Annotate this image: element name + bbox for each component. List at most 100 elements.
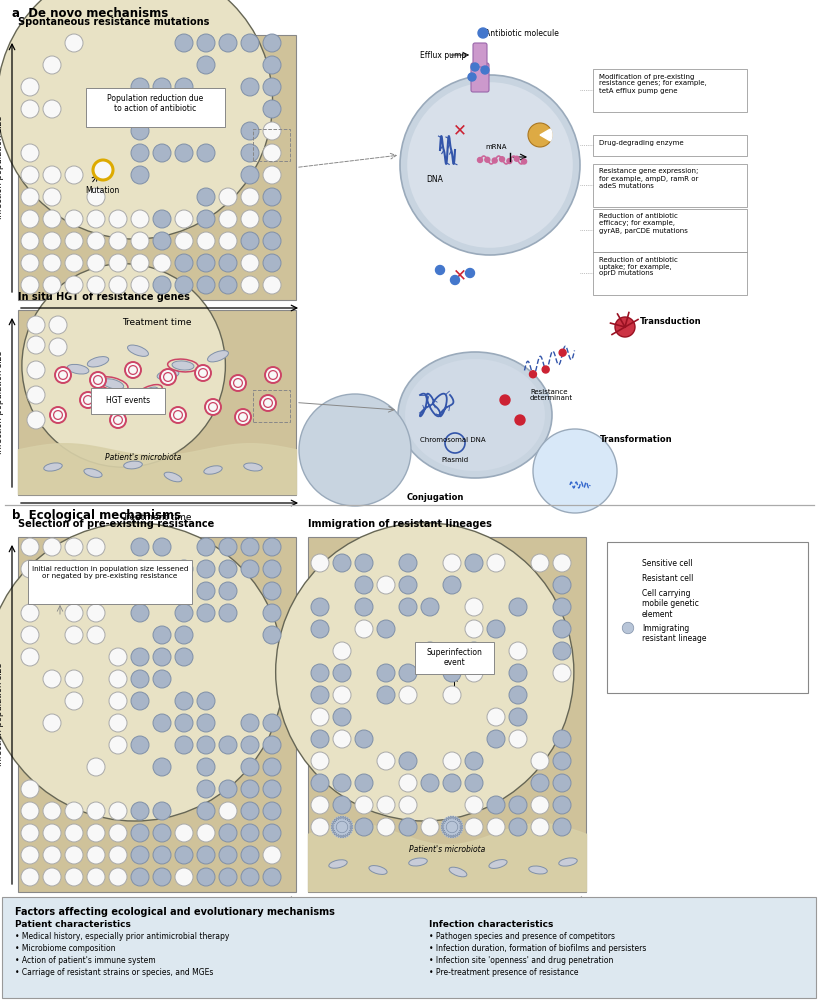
Circle shape	[175, 868, 193, 886]
Text: Patient's microbiota: Patient's microbiota	[409, 846, 485, 854]
Circle shape	[241, 166, 259, 184]
Circle shape	[450, 275, 459, 284]
Circle shape	[131, 122, 149, 140]
Circle shape	[110, 412, 126, 428]
Circle shape	[553, 642, 571, 660]
Circle shape	[622, 622, 634, 634]
Circle shape	[55, 367, 71, 383]
Circle shape	[153, 626, 171, 644]
Circle shape	[109, 802, 127, 820]
Circle shape	[87, 846, 105, 864]
Circle shape	[160, 369, 176, 385]
Circle shape	[263, 846, 281, 864]
Circle shape	[509, 686, 527, 704]
Circle shape	[465, 664, 483, 682]
Text: Efflux pump: Efflux pump	[420, 50, 466, 60]
Circle shape	[311, 730, 329, 748]
Circle shape	[311, 664, 329, 682]
FancyBboxPatch shape	[593, 134, 747, 155]
Circle shape	[49, 316, 67, 334]
Circle shape	[175, 846, 193, 864]
Text: Spontaneous resistance mutations: Spontaneous resistance mutations	[18, 17, 210, 27]
Circle shape	[43, 166, 61, 184]
Circle shape	[487, 708, 505, 726]
Ellipse shape	[164, 472, 182, 482]
FancyBboxPatch shape	[607, 542, 808, 693]
Circle shape	[620, 555, 636, 571]
FancyBboxPatch shape	[593, 209, 747, 251]
Circle shape	[197, 276, 215, 294]
Circle shape	[197, 802, 215, 820]
Circle shape	[43, 868, 61, 886]
Circle shape	[333, 642, 351, 660]
Circle shape	[465, 554, 483, 572]
Circle shape	[65, 538, 83, 556]
Circle shape	[531, 774, 549, 792]
Text: Immigrating
resistant lineage: Immigrating resistant lineage	[642, 624, 707, 643]
Circle shape	[509, 796, 527, 814]
Circle shape	[337, 821, 348, 833]
Circle shape	[263, 824, 281, 842]
Circle shape	[481, 66, 489, 74]
Circle shape	[421, 598, 439, 616]
Text: ✕: ✕	[453, 266, 467, 284]
Circle shape	[65, 670, 83, 688]
Circle shape	[241, 538, 259, 556]
Circle shape	[478, 28, 488, 38]
Circle shape	[615, 317, 635, 337]
Text: ✕: ✕	[453, 121, 467, 139]
Circle shape	[241, 560, 259, 578]
Circle shape	[109, 824, 127, 842]
Circle shape	[241, 254, 259, 272]
Circle shape	[219, 210, 237, 228]
Circle shape	[43, 802, 61, 820]
Text: Selection of pre-existing resistance: Selection of pre-existing resistance	[18, 519, 215, 529]
Ellipse shape	[128, 345, 148, 356]
Circle shape	[175, 210, 193, 228]
Circle shape	[219, 846, 237, 864]
Circle shape	[509, 818, 527, 836]
Circle shape	[531, 752, 549, 770]
Circle shape	[197, 144, 215, 162]
Circle shape	[263, 34, 281, 52]
Ellipse shape	[529, 866, 547, 874]
Circle shape	[87, 868, 105, 886]
Circle shape	[446, 821, 458, 833]
Circle shape	[219, 276, 237, 294]
Text: Patient's microbiota: Patient's microbiota	[105, 452, 181, 462]
Circle shape	[509, 598, 527, 616]
Circle shape	[153, 714, 171, 732]
Circle shape	[131, 232, 149, 250]
Circle shape	[27, 316, 45, 334]
Ellipse shape	[102, 379, 124, 389]
Text: • Microbiome composition: • Microbiome composition	[15, 944, 115, 953]
Circle shape	[109, 100, 127, 118]
Circle shape	[421, 818, 439, 836]
Circle shape	[333, 686, 351, 704]
Circle shape	[219, 254, 237, 272]
Circle shape	[533, 429, 617, 513]
Circle shape	[21, 254, 39, 272]
Circle shape	[436, 265, 445, 274]
Circle shape	[43, 232, 61, 250]
Circle shape	[43, 210, 61, 228]
Circle shape	[87, 210, 105, 228]
Text: Resistance
determinant: Resistance determinant	[530, 388, 573, 401]
Circle shape	[21, 626, 39, 644]
Circle shape	[241, 824, 259, 842]
Circle shape	[65, 846, 83, 864]
Circle shape	[153, 758, 171, 776]
Circle shape	[43, 714, 61, 732]
Circle shape	[377, 620, 395, 638]
Circle shape	[542, 366, 550, 373]
Circle shape	[80, 392, 96, 408]
Circle shape	[21, 824, 39, 842]
Circle shape	[87, 802, 105, 820]
Ellipse shape	[124, 461, 143, 469]
Text: Treatment time: Treatment time	[122, 318, 192, 327]
FancyBboxPatch shape	[91, 388, 165, 414]
Circle shape	[241, 846, 259, 864]
Circle shape	[421, 774, 439, 792]
Text: Modification of pre-existing
resistance genes; for example,
tetA efflux pump gen: Modification of pre-existing resistance …	[599, 74, 707, 94]
Circle shape	[131, 846, 149, 864]
